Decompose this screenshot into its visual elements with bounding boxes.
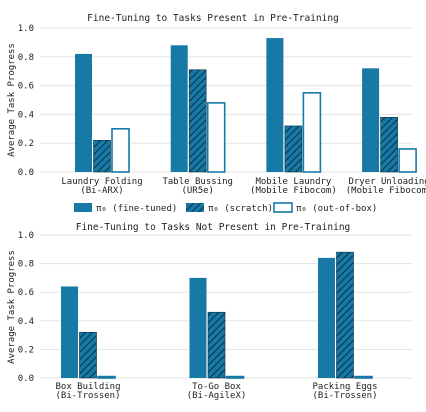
category-labels: Laundry Folding(Bi-ARX) Table Bussing(UR5… [61, 177, 426, 196]
category-label: (Bi-AgileX) [187, 391, 247, 401]
legend-swatch-fine-tuned [74, 203, 92, 212]
bar-out-of-box [225, 375, 245, 379]
y-tick-label: 0.4 [18, 317, 34, 327]
bar-fine-tuned [318, 257, 335, 378]
bar-scratch [93, 140, 111, 173]
chart-title: Fine-Tuning to Tasks Not Present in Pre-… [76, 222, 351, 233]
legend-label-scratch: π₀ (scratch) [208, 204, 273, 214]
bars [75, 38, 417, 173]
y-tick-label: 0.0 [18, 374, 34, 384]
bar-scratch [79, 331, 97, 379]
category-label: (Bi-ARX) [80, 186, 123, 196]
y-tick-label: 0.2 [18, 139, 34, 149]
bar-out-of-box [398, 148, 417, 173]
bar-fine-tuned [75, 53, 92, 172]
category-label: Packing Eggs [312, 382, 377, 392]
bar-out-of-box [111, 128, 130, 173]
y-tick-label: 0.6 [18, 82, 34, 92]
category-label: Laundry Folding [61, 177, 142, 187]
legend-label-out-of-box: π₀ (out-of-box) [296, 204, 377, 214]
y-tick-label: 1.0 [18, 24, 34, 34]
bar-out-of-box [206, 102, 226, 173]
bar-out-of-box [97, 375, 116, 379]
bar-fine-tuned [61, 286, 78, 378]
legend: π₀ (fine-tuned) π₀ (scratch) π₀ (out-of-… [74, 202, 377, 214]
category-label: (Mobile Fibocom) [346, 186, 426, 196]
bar-fine-tuned [189, 277, 207, 378]
y-tick-label: 0.8 [18, 53, 34, 63]
chart-present-in-pretraining: Fine-Tuning to Tasks Present in Pre-Trai… [7, 13, 426, 196]
category-label: Mobile Laundry [255, 177, 331, 187]
y-tick-label: 1.0 [18, 231, 34, 241]
bar-out-of-box [302, 92, 322, 173]
category-label: (Mobile Fibocom) [250, 186, 337, 196]
legend-swatch-out-of-box [273, 202, 293, 213]
bar-scratch [336, 251, 354, 379]
bar-out-of-box [354, 375, 373, 379]
legend-label-fine-tuned: π₀ (fine-tuned) [96, 204, 177, 214]
bar-fine-tuned [266, 38, 284, 172]
bar-scratch [207, 311, 226, 379]
bar-fine-tuned [170, 45, 188, 172]
category-label: (UR5e) [181, 186, 214, 196]
bar-fine-tuned [362, 68, 380, 172]
y-tick-label: 0.6 [18, 288, 34, 298]
y-tick-label: 0.0 [18, 168, 34, 178]
chart-title: Fine-Tuning to Tasks Present in Pre-Trai… [87, 13, 339, 24]
bar-scratch [188, 69, 207, 173]
y-tick-label: 0.4 [18, 110, 34, 120]
bars [61, 251, 373, 379]
chart-not-present-in-pretraining: Fine-Tuning to Tasks Not Present in Pre-… [7, 222, 412, 401]
y-axis-label: Average Task Progress [7, 250, 17, 364]
y-ticks: 0.0 0.2 0.4 0.6 0.8 1.0 [18, 24, 412, 178]
legend-swatch-scratch [186, 203, 204, 212]
bar-scratch [284, 125, 303, 173]
category-label: (Bi-Trossen) [55, 391, 120, 401]
category-label: To-Go Box [192, 382, 241, 392]
y-tick-label: 0.2 [18, 345, 34, 355]
category-label: (Bi-Trossen) [312, 391, 377, 401]
category-label: Box Building [55, 382, 120, 392]
y-tick-label: 0.8 [18, 260, 34, 270]
category-labels: Box Building(Bi-Trossen)To-Go Box(Bi-Agi… [55, 382, 377, 401]
y-axis-label: Average Task Progress [7, 43, 17, 157]
bar-scratch [380, 116, 398, 173]
category-label: Dryer Unloading [348, 177, 426, 187]
category-label: Table Bussing [162, 177, 232, 187]
